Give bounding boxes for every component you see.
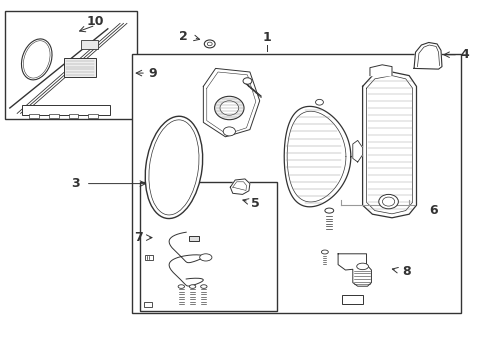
Polygon shape — [230, 179, 250, 194]
Ellipse shape — [189, 285, 196, 288]
Ellipse shape — [321, 250, 328, 254]
Text: 9: 9 — [148, 67, 157, 80]
Text: 5: 5 — [251, 197, 260, 210]
Bar — [132, 54, 461, 313]
Bar — [189, 236, 199, 241]
Polygon shape — [353, 140, 363, 162]
Ellipse shape — [215, 96, 244, 120]
Ellipse shape — [382, 197, 395, 206]
Bar — [88, 114, 98, 118]
Polygon shape — [338, 254, 371, 286]
Ellipse shape — [220, 101, 239, 115]
Ellipse shape — [357, 263, 368, 270]
Ellipse shape — [223, 127, 236, 136]
Ellipse shape — [201, 285, 207, 288]
Ellipse shape — [207, 42, 212, 46]
Polygon shape — [284, 107, 351, 207]
Polygon shape — [363, 72, 416, 218]
Bar — [342, 295, 363, 304]
Bar — [29, 114, 39, 118]
Bar — [140, 182, 277, 311]
Text: 8: 8 — [402, 265, 411, 278]
Ellipse shape — [149, 120, 199, 215]
Text: 4: 4 — [461, 48, 469, 61]
Bar — [69, 114, 78, 118]
Bar — [144, 302, 152, 307]
Ellipse shape — [145, 116, 203, 219]
Polygon shape — [203, 68, 260, 137]
Bar — [22, 105, 110, 115]
Ellipse shape — [178, 285, 184, 288]
Text: 10: 10 — [87, 15, 104, 28]
Bar — [81, 40, 98, 49]
Ellipse shape — [325, 208, 334, 213]
Polygon shape — [370, 65, 392, 76]
Text: 1: 1 — [263, 31, 271, 44]
Bar — [145, 255, 153, 260]
Bar — [49, 114, 59, 118]
Ellipse shape — [243, 78, 252, 84]
Bar — [5, 11, 137, 119]
Text: 2: 2 — [179, 30, 188, 42]
Text: 3: 3 — [72, 177, 80, 190]
Bar — [64, 58, 96, 77]
Ellipse shape — [24, 41, 50, 78]
Ellipse shape — [379, 194, 398, 209]
Text: 7: 7 — [134, 231, 143, 244]
Polygon shape — [414, 42, 442, 69]
Ellipse shape — [200, 254, 212, 261]
Text: 6: 6 — [429, 204, 438, 217]
Ellipse shape — [22, 39, 52, 80]
Ellipse shape — [204, 40, 215, 48]
Ellipse shape — [316, 99, 323, 105]
